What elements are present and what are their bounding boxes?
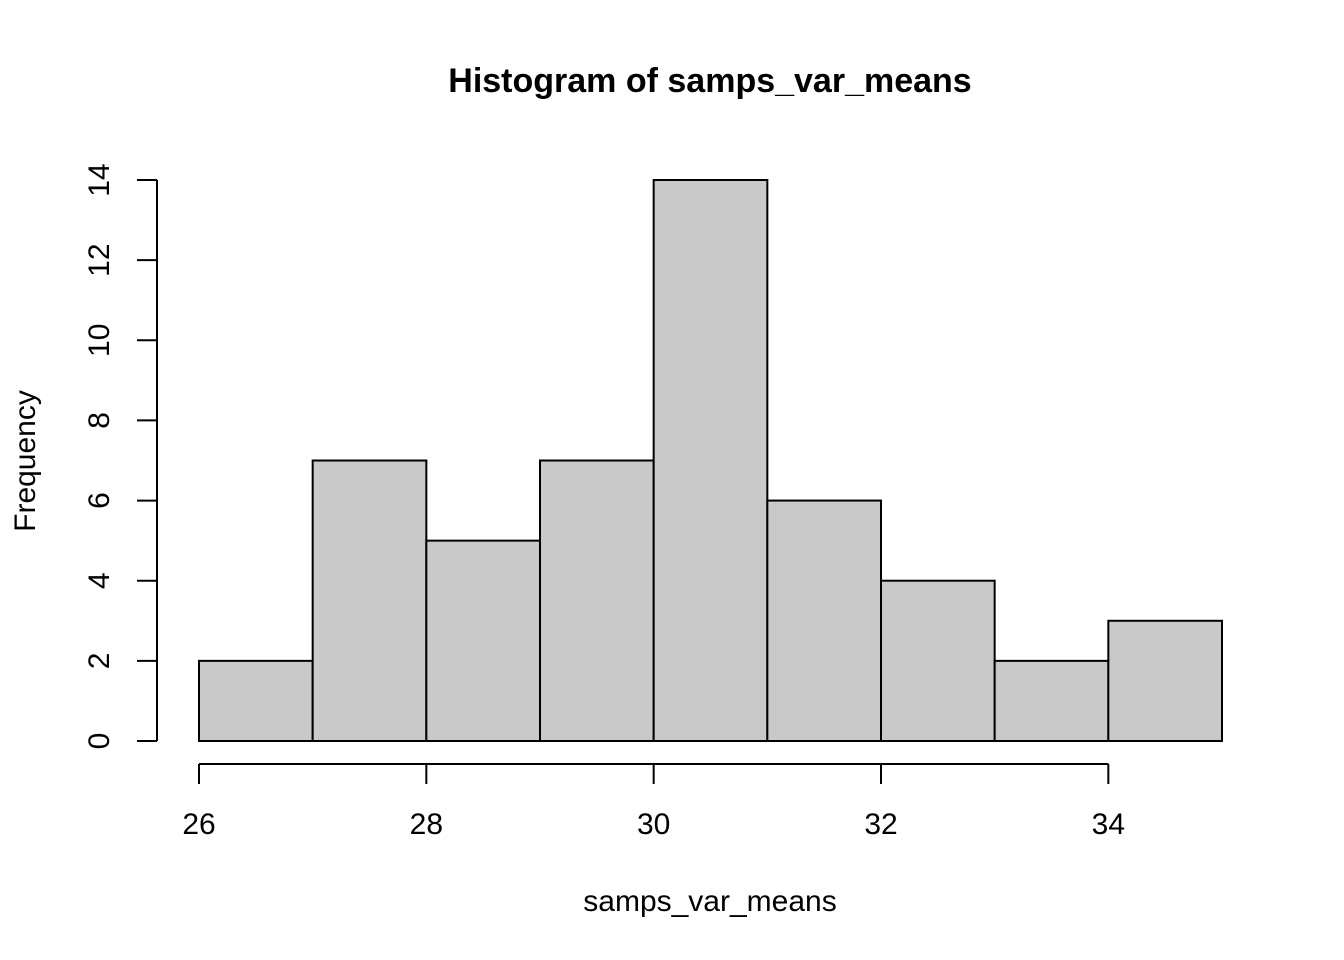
- y-tick-label: 4: [83, 572, 116, 589]
- chart-title: Histogram of samps_var_means: [448, 62, 971, 100]
- y-tick-label: 12: [83, 243, 116, 276]
- histogram-bar: [880, 579, 996, 743]
- bars-group: [198, 179, 1224, 743]
- x-tick-label: 28: [410, 808, 443, 841]
- x-tick-label: 30: [637, 808, 670, 841]
- histogram-bar: [1107, 619, 1224, 742]
- x-axis-label: samps_var_means: [583, 885, 836, 918]
- x-tick-label: 32: [864, 808, 897, 841]
- y-tick-label: 14: [83, 163, 116, 196]
- y-tick-label: 6: [83, 492, 116, 509]
- y-tick-label: 10: [83, 324, 116, 357]
- x-tick-label: 26: [182, 808, 215, 841]
- histogram-bar: [425, 539, 542, 743]
- x-axis: 26 28 30 32 34: [182, 763, 1125, 841]
- histogram-bar: [539, 459, 655, 742]
- histogram-bar: [311, 459, 428, 742]
- histogram-bar: [198, 659, 314, 742]
- y-tick-label: 2: [83, 653, 116, 670]
- y-tick-label: 0: [83, 733, 116, 750]
- x-tick-label: 34: [1092, 808, 1125, 841]
- y-tick-label: 8: [83, 412, 116, 429]
- histogram-bar: [993, 659, 1110, 742]
- histogram-bar: [766, 499, 882, 743]
- y-axis-label: Frequency: [9, 390, 42, 532]
- histogram-bar: [652, 179, 769, 742]
- y-axis: 0 2 4 6 8 10 12 14: [83, 163, 158, 750]
